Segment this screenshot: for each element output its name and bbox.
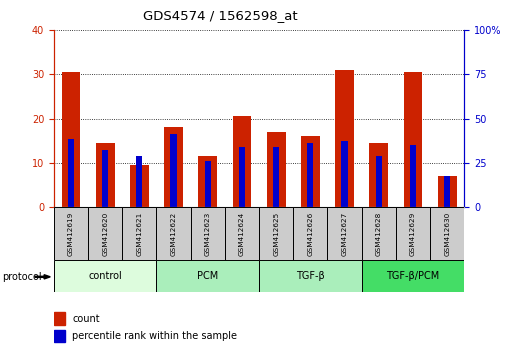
Text: GSM412629: GSM412629 [410, 211, 416, 256]
Bar [170, 134, 176, 207]
Bar [376, 156, 382, 207]
Bar [68, 138, 74, 207]
Bar [301, 136, 320, 207]
Bar [342, 141, 348, 207]
Bar [396, 207, 430, 260]
Bar [404, 72, 422, 207]
Bar [438, 176, 457, 207]
Bar [136, 156, 143, 207]
Bar [88, 207, 122, 260]
Text: TGF-β/PCM: TGF-β/PCM [386, 271, 440, 281]
Bar [164, 127, 183, 207]
Bar [54, 260, 156, 292]
Text: GSM412630: GSM412630 [444, 211, 450, 256]
Bar [54, 313, 65, 325]
Text: protocol: protocol [3, 272, 42, 282]
Bar [102, 149, 108, 207]
Bar [307, 143, 313, 207]
Bar [54, 207, 88, 260]
Text: GDS4574 / 1562598_at: GDS4574 / 1562598_at [143, 9, 298, 22]
Bar [130, 165, 149, 207]
Text: GSM412621: GSM412621 [136, 211, 143, 256]
Text: GSM412625: GSM412625 [273, 211, 279, 256]
Bar [335, 70, 354, 207]
Text: GSM412628: GSM412628 [376, 211, 382, 256]
Bar [96, 143, 114, 207]
Bar [362, 260, 464, 292]
Text: GSM412620: GSM412620 [102, 211, 108, 256]
Bar [239, 147, 245, 207]
Bar [369, 143, 388, 207]
Text: count: count [72, 314, 100, 324]
Bar [232, 116, 251, 207]
Bar [430, 207, 464, 260]
Bar [199, 156, 217, 207]
Bar [327, 207, 362, 260]
Bar [62, 72, 81, 207]
Bar [122, 207, 156, 260]
Text: PCM: PCM [197, 271, 219, 281]
Text: GSM412623: GSM412623 [205, 211, 211, 256]
Bar [225, 207, 259, 260]
Text: percentile rank within the sample: percentile rank within the sample [72, 331, 238, 341]
Bar [259, 260, 362, 292]
Text: GSM412627: GSM412627 [342, 211, 348, 256]
Bar [156, 207, 191, 260]
Bar [267, 132, 286, 207]
Bar [259, 207, 293, 260]
Text: GSM412619: GSM412619 [68, 211, 74, 256]
Text: GSM412626: GSM412626 [307, 211, 313, 256]
Bar [273, 147, 279, 207]
Bar [293, 207, 327, 260]
Bar [444, 176, 450, 207]
Bar [191, 207, 225, 260]
Bar [54, 330, 65, 342]
Text: control: control [88, 271, 122, 281]
Bar [156, 260, 259, 292]
Bar [205, 161, 211, 207]
Bar [362, 207, 396, 260]
Text: TGF-β: TGF-β [296, 271, 325, 281]
Bar [410, 145, 416, 207]
Text: GSM412622: GSM412622 [170, 211, 176, 256]
Text: GSM412624: GSM412624 [239, 211, 245, 256]
